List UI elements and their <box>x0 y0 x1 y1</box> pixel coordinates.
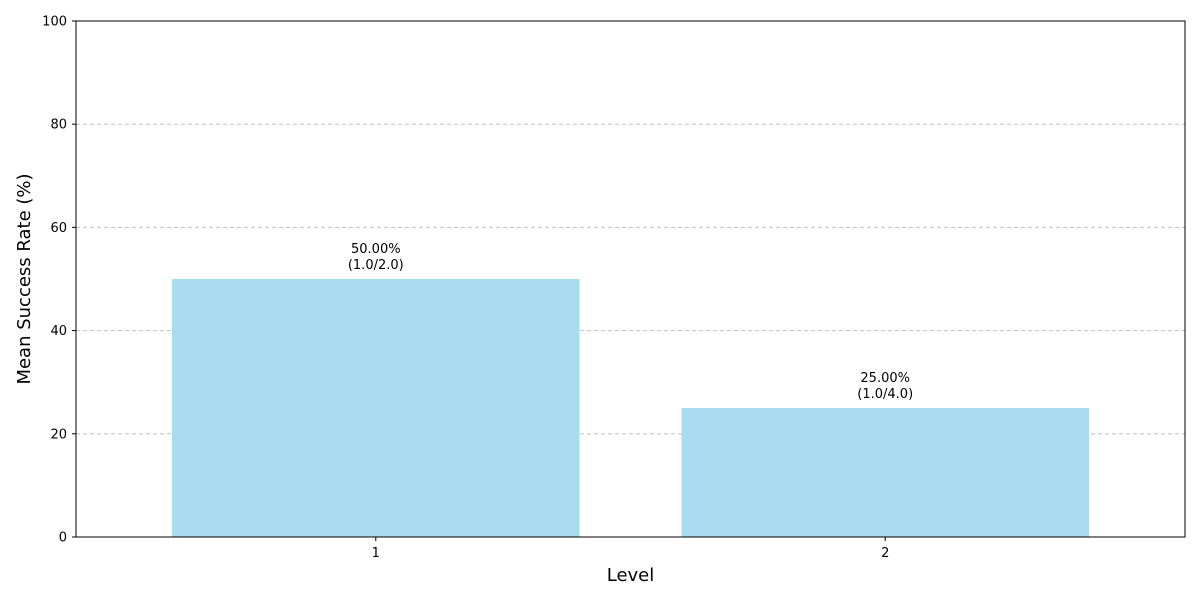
y-tick-label: 100 <box>42 15 67 30</box>
x-tick-label: 1 <box>372 546 380 561</box>
y-tick-label: 80 <box>50 118 67 133</box>
bar-value-label: 25.00% <box>860 371 910 386</box>
bar-value-label: (1.0/2.0) <box>348 258 404 273</box>
bar <box>681 408 1089 537</box>
bars <box>172 279 1089 537</box>
y-axis-ticks: 0 20 40 60 80 100 <box>42 15 76 546</box>
y-tick-label: 60 <box>50 221 67 236</box>
y-axis-title: Mean Success Rate (%) <box>14 173 35 384</box>
y-tick-label: 0 <box>59 531 67 546</box>
x-axis-title: Level <box>607 565 655 586</box>
bar-value-label: (1.0/4.0) <box>857 387 913 402</box>
y-tick-label: 20 <box>50 427 67 442</box>
x-tick-label: 2 <box>881 546 889 561</box>
bar-value-label: 50.00% <box>351 242 401 257</box>
plot-frame <box>75 20 1186 538</box>
y-tick-label: 40 <box>50 324 67 339</box>
data-labels: 50.00%(1.0/2.0) 25.00%(1.0/4.0) <box>348 242 913 402</box>
bar <box>172 279 580 537</box>
